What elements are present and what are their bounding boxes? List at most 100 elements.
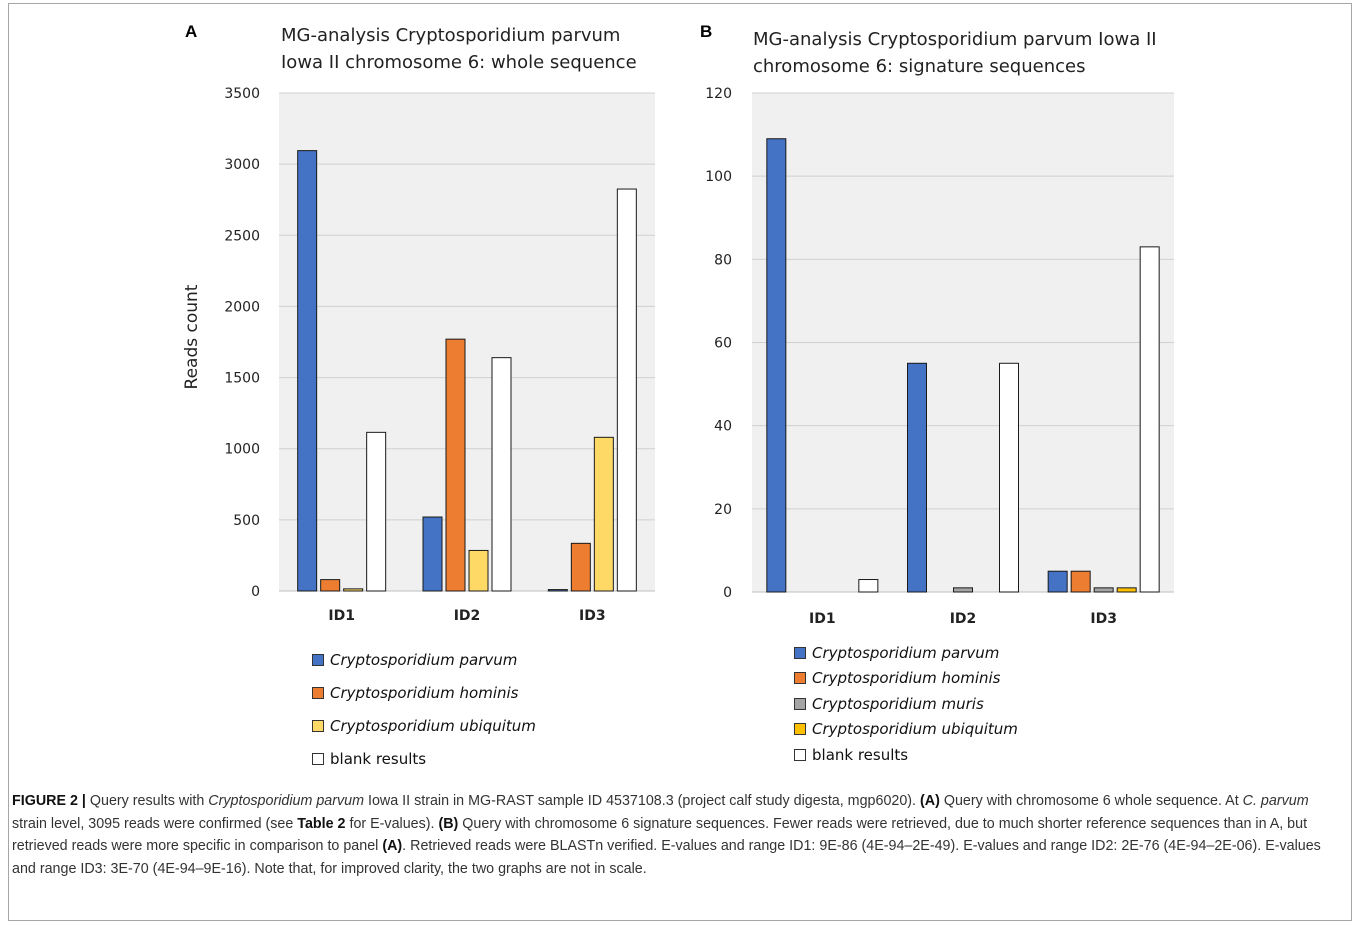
- panel-b-title-line1: MG-analysis Cryptosporidium parvum Iowa …: [753, 29, 1157, 50]
- panel-a-title-line1: MG-analysis Cryptosporidium parvum: [281, 25, 621, 46]
- legend-label: Cryptosporidium hominis: [330, 683, 519, 702]
- legend-label: blank results: [812, 745, 909, 764]
- panel-b-title-line2: chromosome 6: signature sequences: [753, 56, 1086, 77]
- y-tick-label: 3500: [224, 86, 260, 102]
- caption-text: Query with chromosome 6 whole sequence. …: [939, 793, 1243, 809]
- bar: [1093, 587, 1114, 593]
- panel-b-letter: B: [700, 22, 713, 41]
- panel-a-title: MG-analysis Cryptosporidium parvum Iowa …: [281, 22, 637, 76]
- legend-label: Cryptosporidium ubiquitum: [812, 720, 1018, 739]
- caption-text: strain level, 3095 reads were confirmed …: [12, 815, 298, 832]
- bar: [1070, 570, 1091, 593]
- bar: [320, 579, 341, 592]
- panel-b-title: MG-analysis Cryptosporidium parvum Iowa …: [753, 26, 1157, 80]
- bar: [999, 362, 1019, 593]
- legend-label: blank results: [330, 749, 427, 768]
- x-category-label: ID3: [579, 608, 606, 624]
- chart-a: 0 500 1000 1500 2000 2500 3000 3500 ID1 ID2 ID3 Rea…: [182, 86, 655, 624]
- y-tick-label: 20: [714, 502, 732, 518]
- legend-label: Cryptosporidium hominis: [812, 669, 1001, 688]
- caption-table-ref: Table 2: [297, 815, 346, 832]
- legend-swatch: [794, 646, 806, 659]
- y-tick-label: 40: [714, 419, 732, 435]
- caption-text: Query with chromosome 6 signature sequen…: [12, 815, 1308, 855]
- bar: [422, 516, 443, 592]
- legend-item: Cryptosporidium hominis: [794, 666, 1018, 692]
- y-tick-label: 2000: [224, 299, 260, 315]
- x-category-label: ID1: [328, 608, 355, 624]
- legend-label: Cryptosporidium parvum: [812, 643, 1000, 662]
- caption-panel-ref: (A): [920, 793, 940, 809]
- y-tick-label: 80: [714, 252, 732, 268]
- caption-text: . Retrieved reads were BLASTn verified. …: [12, 838, 1321, 877]
- legend-swatch: [312, 653, 324, 666]
- panel-a-letter: A: [185, 22, 198, 41]
- caption-text: Iowa II strain in MG-RAST sample ID 4537…: [364, 793, 921, 809]
- legend-a: Cryptosporidium parvum Cryptosporidium ho…: [312, 643, 536, 775]
- x-category-label: ID2: [454, 608, 481, 624]
- legend-item: Cryptosporidium hominis: [312, 676, 536, 709]
- y-tick-label: 3000: [224, 157, 260, 173]
- x-category-label: ID3: [1090, 611, 1117, 627]
- bar: [547, 589, 568, 592]
- caption-figure-label: FIGURE 2 |: [12, 793, 86, 809]
- y-tick-label: 1000: [224, 442, 260, 458]
- bar: [445, 338, 466, 592]
- legend-item: blank results: [794, 742, 1018, 768]
- legend-item: Cryptosporidium ubiquitum: [312, 709, 536, 742]
- legend-item: Cryptosporidium parvum: [312, 643, 536, 676]
- legend-swatch: [794, 697, 806, 710]
- bar: [1116, 587, 1137, 593]
- caption-panel-ref: (A): [382, 838, 403, 854]
- legend-swatch: [312, 752, 324, 765]
- y-tick-label: 120: [705, 86, 732, 102]
- bar: [593, 436, 614, 592]
- legend-item: Cryptosporidium parvum: [794, 640, 1018, 666]
- y-tick-label: 500: [233, 513, 260, 529]
- legend-b: Cryptosporidium parvum Cryptosporidium ho…: [794, 640, 1018, 768]
- bar: [468, 549, 489, 592]
- bar: [297, 150, 318, 592]
- bar: [766, 138, 787, 593]
- panel-a-title-line2: Iowa II chromosome 6: whole sequence: [281, 52, 637, 73]
- y-axis-label: Reads count: [182, 284, 202, 389]
- y-tick-label: 2500: [224, 228, 260, 244]
- legend-label: Cryptosporidium muris: [812, 694, 984, 713]
- caption-text: Query results with: [85, 793, 209, 809]
- y-tick-label: 0: [251, 584, 260, 600]
- bar: [491, 357, 512, 592]
- plot-area: [279, 93, 655, 591]
- x-category-label: ID1: [809, 611, 836, 627]
- legend-swatch: [794, 748, 806, 761]
- caption-italic: C. parvum: [1242, 793, 1309, 809]
- bar: [1139, 246, 1160, 593]
- legend-swatch: [312, 686, 324, 699]
- bar: [1047, 570, 1068, 593]
- legend-item: Cryptosporidium ubiquitum: [794, 717, 1018, 743]
- legend-swatch: [312, 719, 324, 732]
- bar: [343, 588, 364, 592]
- y-tick-label: 1500: [224, 371, 260, 387]
- figure-caption: FIGURE 2 | Query results with Cryptospor…: [12, 790, 1337, 880]
- bar: [616, 188, 637, 592]
- legend-swatch: [794, 723, 806, 736]
- chart-b: 0 20 40 60 80 100 120 ID1 ID2 ID3: [705, 86, 1174, 627]
- legend-item: blank results: [312, 742, 536, 775]
- caption-italic: Cryptosporidium parvum: [208, 793, 365, 809]
- legend-label: Cryptosporidium ubiquitum: [330, 716, 536, 735]
- y-tick-label: 60: [714, 336, 732, 352]
- figure-frame: [8, 3, 1352, 921]
- bar: [366, 431, 387, 592]
- bar: [953, 587, 973, 593]
- legend-swatch: [794, 672, 806, 685]
- caption-panel-ref: (B): [438, 815, 459, 832]
- y-tick-label: 0: [723, 585, 732, 601]
- y-tick-label: 100: [705, 169, 732, 185]
- x-category-label: ID2: [950, 611, 977, 627]
- bar: [570, 542, 591, 592]
- legend-label: Cryptosporidium parvum: [330, 650, 518, 669]
- bar: [907, 362, 927, 593]
- legend-item: Cryptosporidium muris: [794, 691, 1018, 717]
- bar: [858, 579, 879, 593]
